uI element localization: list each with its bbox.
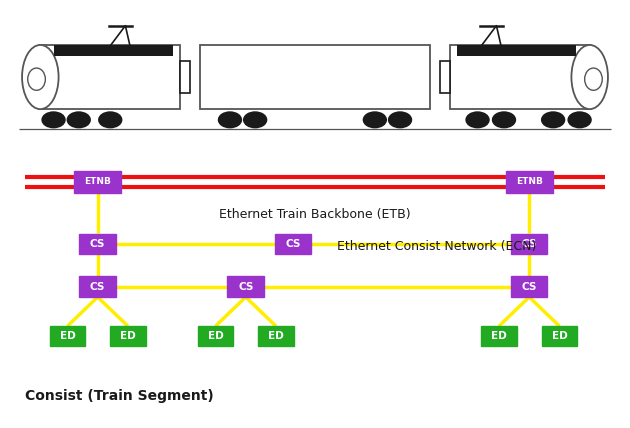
FancyBboxPatch shape	[227, 276, 264, 297]
Circle shape	[364, 112, 386, 128]
Ellipse shape	[585, 68, 602, 90]
FancyBboxPatch shape	[79, 276, 116, 297]
FancyBboxPatch shape	[511, 276, 547, 297]
Text: ED: ED	[268, 331, 284, 341]
Text: ED: ED	[59, 331, 76, 341]
FancyBboxPatch shape	[50, 326, 85, 346]
FancyBboxPatch shape	[275, 234, 311, 254]
Text: ETNB: ETNB	[516, 177, 542, 187]
Circle shape	[466, 112, 489, 128]
Circle shape	[568, 112, 591, 128]
FancyBboxPatch shape	[74, 171, 121, 193]
Text: CS: CS	[522, 239, 537, 249]
Bar	[54, 45, 173, 56]
Text: CS: CS	[238, 282, 253, 292]
FancyBboxPatch shape	[481, 326, 517, 346]
Circle shape	[42, 112, 65, 128]
Text: Consist (Train Segment): Consist (Train Segment)	[25, 389, 214, 403]
Text: ED: ED	[491, 331, 507, 341]
Text: CS: CS	[90, 282, 105, 292]
Bar	[450, 45, 590, 109]
Text: Ethernet Consist Network (ECN): Ethernet Consist Network (ECN)	[337, 240, 536, 253]
FancyBboxPatch shape	[505, 171, 553, 193]
FancyBboxPatch shape	[198, 326, 233, 346]
Bar	[180, 61, 190, 93]
Circle shape	[389, 112, 411, 128]
Bar	[200, 45, 430, 109]
Text: ED: ED	[552, 331, 568, 341]
Circle shape	[67, 112, 90, 128]
Text: Ethernet Train Backbone (ETB): Ethernet Train Backbone (ETB)	[219, 208, 411, 221]
Bar	[40, 45, 180, 109]
Text: ED: ED	[120, 331, 136, 341]
FancyBboxPatch shape	[542, 326, 577, 346]
Ellipse shape	[571, 45, 608, 109]
Bar	[440, 61, 450, 93]
Ellipse shape	[22, 45, 59, 109]
FancyBboxPatch shape	[110, 326, 146, 346]
FancyBboxPatch shape	[258, 326, 294, 346]
Circle shape	[99, 112, 122, 128]
Circle shape	[493, 112, 515, 128]
Circle shape	[542, 112, 564, 128]
FancyBboxPatch shape	[79, 234, 116, 254]
Circle shape	[244, 112, 266, 128]
Ellipse shape	[28, 68, 45, 90]
FancyBboxPatch shape	[511, 234, 547, 254]
Text: ED: ED	[208, 331, 224, 341]
Bar	[457, 45, 576, 56]
Text: CS: CS	[90, 239, 105, 249]
Text: CS: CS	[285, 239, 301, 249]
Circle shape	[219, 112, 241, 128]
Text: ETNB: ETNB	[84, 177, 111, 187]
Text: CS: CS	[522, 282, 537, 292]
